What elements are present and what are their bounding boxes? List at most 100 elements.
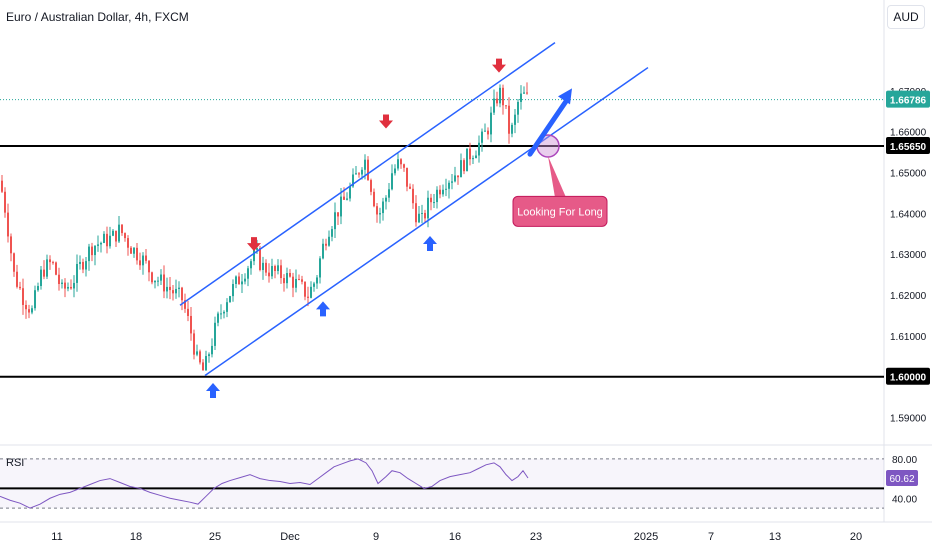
candle-body bbox=[403, 164, 405, 168]
candle-body bbox=[298, 278, 300, 280]
candle-body bbox=[424, 212, 426, 219]
candle-body bbox=[82, 261, 84, 270]
candle-body bbox=[172, 290, 174, 294]
candle-body bbox=[244, 278, 246, 282]
candle-body bbox=[511, 124, 513, 134]
candle-body bbox=[97, 244, 99, 246]
candle-body bbox=[115, 230, 117, 242]
candle-body bbox=[16, 271, 18, 287]
candle-body bbox=[169, 286, 171, 291]
candle-body bbox=[310, 286, 312, 298]
candle-body bbox=[19, 286, 21, 289]
candle-body bbox=[292, 276, 294, 288]
candle-body bbox=[385, 197, 387, 202]
candle-body bbox=[277, 265, 279, 272]
y-tick-label: 1.63000 bbox=[890, 250, 927, 261]
candle-body bbox=[463, 160, 465, 172]
candle-body bbox=[499, 87, 501, 104]
candle-body bbox=[520, 93, 522, 102]
candle-body bbox=[205, 356, 207, 371]
y-tick-label: 1.61000 bbox=[890, 332, 927, 343]
buy-arrow-icon bbox=[316, 301, 330, 317]
y-tick-label: 1.65000 bbox=[890, 169, 927, 180]
candle-body bbox=[394, 168, 396, 174]
callout-text: Looking For Long bbox=[517, 206, 603, 218]
sell-arrow-icon bbox=[492, 58, 506, 73]
candle-body bbox=[466, 148, 468, 172]
candle-body bbox=[514, 114, 516, 125]
candle-body bbox=[37, 286, 39, 291]
candle-body bbox=[118, 224, 120, 242]
candle-body bbox=[67, 286, 69, 289]
candle-body bbox=[475, 155, 477, 159]
candle-body bbox=[367, 159, 369, 181]
candle-body bbox=[331, 229, 333, 237]
x-tick-label: 9 bbox=[373, 531, 379, 543]
candle-body bbox=[223, 311, 225, 314]
symbol-title[interactable]: Euro / Australian Dollar, 4h, FXCM bbox=[6, 10, 189, 24]
x-tick-label: 7 bbox=[708, 531, 714, 543]
candle-body bbox=[7, 212, 9, 237]
level-price-label: 1.65650 bbox=[890, 142, 927, 153]
candle-body bbox=[43, 269, 45, 277]
candle-body bbox=[199, 351, 201, 363]
candle-body bbox=[286, 273, 288, 284]
candle-body bbox=[88, 246, 90, 262]
candle-body bbox=[154, 280, 156, 283]
candle-body bbox=[127, 238, 129, 248]
candle-body bbox=[289, 273, 291, 277]
candle-body bbox=[166, 286, 168, 292]
candle-body bbox=[100, 242, 102, 245]
candle-body bbox=[262, 262, 264, 270]
candle-body bbox=[427, 197, 429, 219]
candle-body bbox=[526, 92, 528, 94]
channel-upper-line bbox=[179, 42, 556, 306]
candle-body bbox=[13, 253, 15, 272]
candle-body bbox=[148, 260, 150, 273]
candle-body bbox=[328, 236, 330, 246]
buy-arrow-icon bbox=[423, 236, 437, 251]
candle-body bbox=[490, 112, 492, 135]
currency-button[interactable]: AUD bbox=[887, 5, 925, 29]
buy-arrow-icon bbox=[206, 383, 220, 399]
candle-body bbox=[280, 265, 282, 279]
candle-body bbox=[226, 302, 228, 312]
candle-body bbox=[133, 247, 135, 254]
candle-body bbox=[421, 212, 423, 214]
y-tick-label: 1.59000 bbox=[890, 414, 927, 425]
candle-body bbox=[112, 230, 114, 236]
candle-body bbox=[220, 313, 222, 315]
candle-body bbox=[361, 169, 363, 175]
y-tick-label: 1.66000 bbox=[890, 128, 927, 139]
candle-body bbox=[517, 101, 519, 115]
candle-body bbox=[40, 269, 42, 287]
candle-body bbox=[214, 322, 216, 346]
candle-body bbox=[448, 182, 450, 189]
candle-body bbox=[388, 189, 390, 198]
candle-body bbox=[58, 274, 60, 285]
candle-body bbox=[4, 191, 6, 213]
level-price-tag bbox=[886, 136, 930, 154]
candle-body bbox=[415, 203, 417, 223]
candle-body bbox=[340, 196, 342, 217]
target-arrow-head bbox=[558, 88, 572, 105]
candle-body bbox=[28, 309, 30, 313]
candle-body bbox=[175, 288, 177, 294]
candle-body bbox=[454, 175, 456, 182]
candle-body bbox=[376, 206, 378, 215]
candle-body bbox=[313, 283, 315, 287]
candle-body bbox=[160, 274, 162, 281]
candle-body bbox=[283, 278, 285, 284]
candle-body bbox=[469, 148, 471, 160]
candle-body bbox=[304, 281, 306, 297]
candle-body bbox=[34, 290, 36, 309]
candle-body bbox=[253, 249, 255, 262]
candle-body bbox=[406, 167, 408, 187]
candle-body bbox=[460, 160, 462, 178]
candle-body bbox=[274, 266, 276, 272]
candle-body bbox=[316, 277, 318, 284]
candle-body bbox=[76, 263, 78, 283]
candle-body bbox=[103, 233, 105, 243]
level-price-label: 1.60000 bbox=[890, 373, 927, 384]
